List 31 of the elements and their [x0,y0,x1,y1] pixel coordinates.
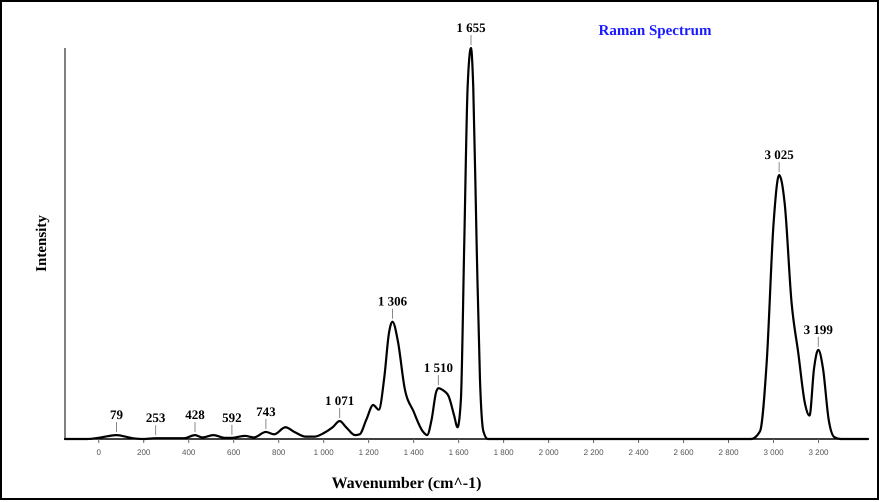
annotation: 3 199 [804,322,834,337]
x-tick-label: 0 [96,448,102,457]
y-axis-title: Intensity [34,214,50,272]
annotation: 3 025 [764,147,794,162]
x-tick-label: 1 000 [314,448,334,457]
x-tick-label: 2 200 [584,448,604,457]
x-tick-label: 1 600 [448,448,470,457]
annotation: 592 [222,410,242,425]
x-tick-label: 200 [137,448,151,457]
x-tick-label: 600 [227,448,241,457]
x-tick-label: 1 800 [494,448,514,457]
x-tick-label: 3 200 [808,448,830,457]
x-tick-label: 800 [272,448,286,457]
x-tick-label: 2 400 [628,448,650,457]
x-tick-label: 1 200 [358,448,380,457]
x-tick-label: 3 000 [764,448,784,457]
x-tick-label: 2 800 [718,448,740,457]
annotation: 1 510 [424,360,454,376]
annotation: 79 [110,407,124,422]
annotation: 1 306 [378,294,408,309]
x-tick-label: 2 600 [674,448,694,457]
x-tick-label: 1 400 [404,448,424,457]
annotation: 1 655 [456,20,486,35]
annotation: 428 [185,407,206,422]
chart-title: Raman Spectrum [598,23,712,39]
x-axis-title: Wavenumber (cm^-1) [332,475,482,492]
x-tick-label: 400 [182,448,196,457]
annotation: 253 [146,410,166,426]
annotation: 743 [256,404,276,419]
x-tick-label: 2 000 [538,448,560,457]
annotation: 1 071 [325,393,354,408]
